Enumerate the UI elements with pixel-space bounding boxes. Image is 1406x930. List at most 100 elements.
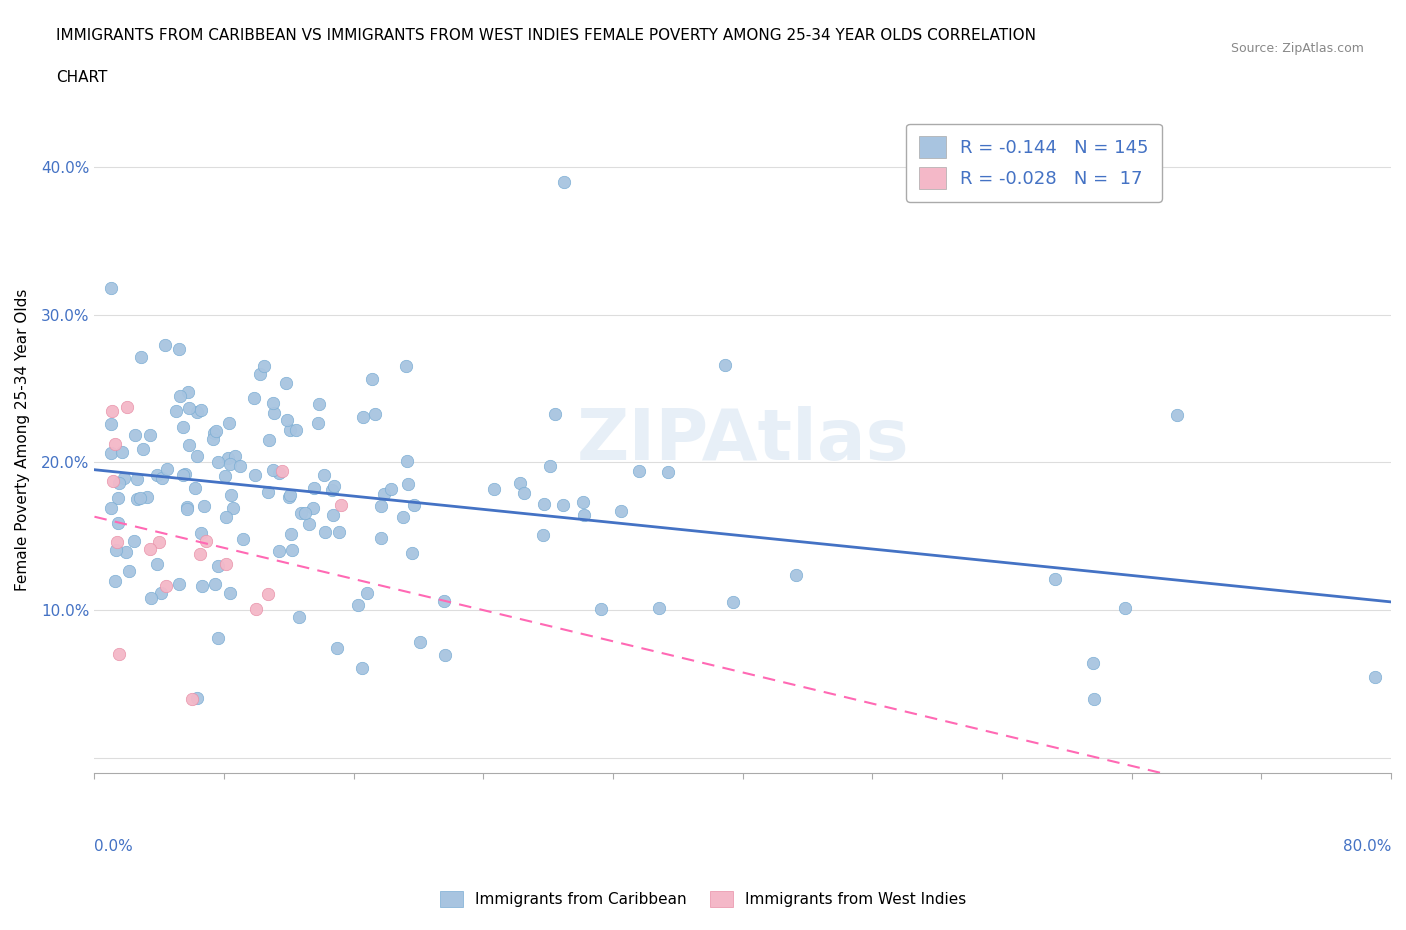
Point [356,586,378,601]
Point [188,546,211,561]
Point [174,467,197,482]
Point [117,564,139,578]
Point [294,506,316,521]
Point [281,543,304,558]
Point [280,422,302,437]
Point [219,457,242,472]
Point [312,467,335,482]
Point [259,432,281,447]
Point [186,690,208,705]
Point [150,586,173,601]
Point [553,175,575,190]
Point [112,471,135,485]
Point [274,376,297,391]
Point [288,609,311,624]
Point [721,594,744,609]
Point [207,631,229,645]
Point [201,432,224,446]
Point [551,498,574,512]
Point [285,422,308,437]
Point [177,384,200,399]
Point [104,543,127,558]
Point [395,453,418,468]
Point [329,498,352,512]
Point [101,404,124,418]
Point [136,489,159,504]
Point [217,450,239,465]
Point [347,597,370,612]
Point [323,478,346,493]
Point [370,498,392,513]
Point [131,350,153,365]
Point [1083,691,1105,706]
Point [276,412,298,427]
Text: IMMIGRANTS FROM CARIBBEAN VS IMMIGRANTS FROM WEST INDIES FEMALE POVERTY AMONG 25: IMMIGRANTS FROM CARIBBEAN VS IMMIGRANTS … [56,28,1036,43]
Point [218,586,240,601]
Point [396,476,419,491]
Point [146,468,169,483]
Point [1364,670,1386,684]
Point [308,397,330,412]
Point [232,532,254,547]
Point [302,501,325,516]
Point [124,533,146,548]
Point [401,546,423,561]
Point [207,455,229,470]
Point [165,404,187,418]
Point [322,508,344,523]
Point [278,488,301,503]
Point [648,601,671,616]
Point [1166,407,1188,422]
Point [180,691,202,706]
Point [409,634,432,649]
Point [314,525,336,539]
Point [155,578,177,593]
Point [107,490,129,505]
Point [167,577,190,591]
Point [221,487,243,502]
Point [139,591,162,605]
Point [513,485,536,500]
Point [190,403,212,418]
Point [280,527,302,542]
Point [321,483,343,498]
Point [278,489,301,504]
Point [172,467,194,482]
Point [204,577,226,591]
Point [533,497,555,512]
Point [267,465,290,480]
Point [156,461,179,476]
Point [1114,601,1136,616]
Point [257,587,280,602]
Point [361,372,384,387]
Point [124,428,146,443]
Point [373,486,395,501]
Point [262,462,284,477]
Legend: Immigrants from Caribbean, Immigrants from West Indies: Immigrants from Caribbean, Immigrants fr… [434,884,972,913]
Point [129,491,152,506]
Point [167,342,190,357]
Point [202,426,225,441]
Point [572,495,595,510]
Text: CHART: CHART [56,70,108,85]
Point [148,535,170,550]
Point [263,405,285,420]
Point [105,535,128,550]
Point [215,556,238,571]
Point [267,543,290,558]
Point [169,389,191,404]
Point [713,357,735,372]
Point [224,449,246,464]
Point [392,509,415,524]
Point [433,593,456,608]
Point [353,410,375,425]
Point [380,482,402,497]
Point [328,525,350,539]
Point [111,445,134,459]
Point [194,534,217,549]
Point [484,482,506,497]
Point [531,527,554,542]
Point [509,475,531,490]
Point [146,556,169,571]
Point [243,468,266,483]
